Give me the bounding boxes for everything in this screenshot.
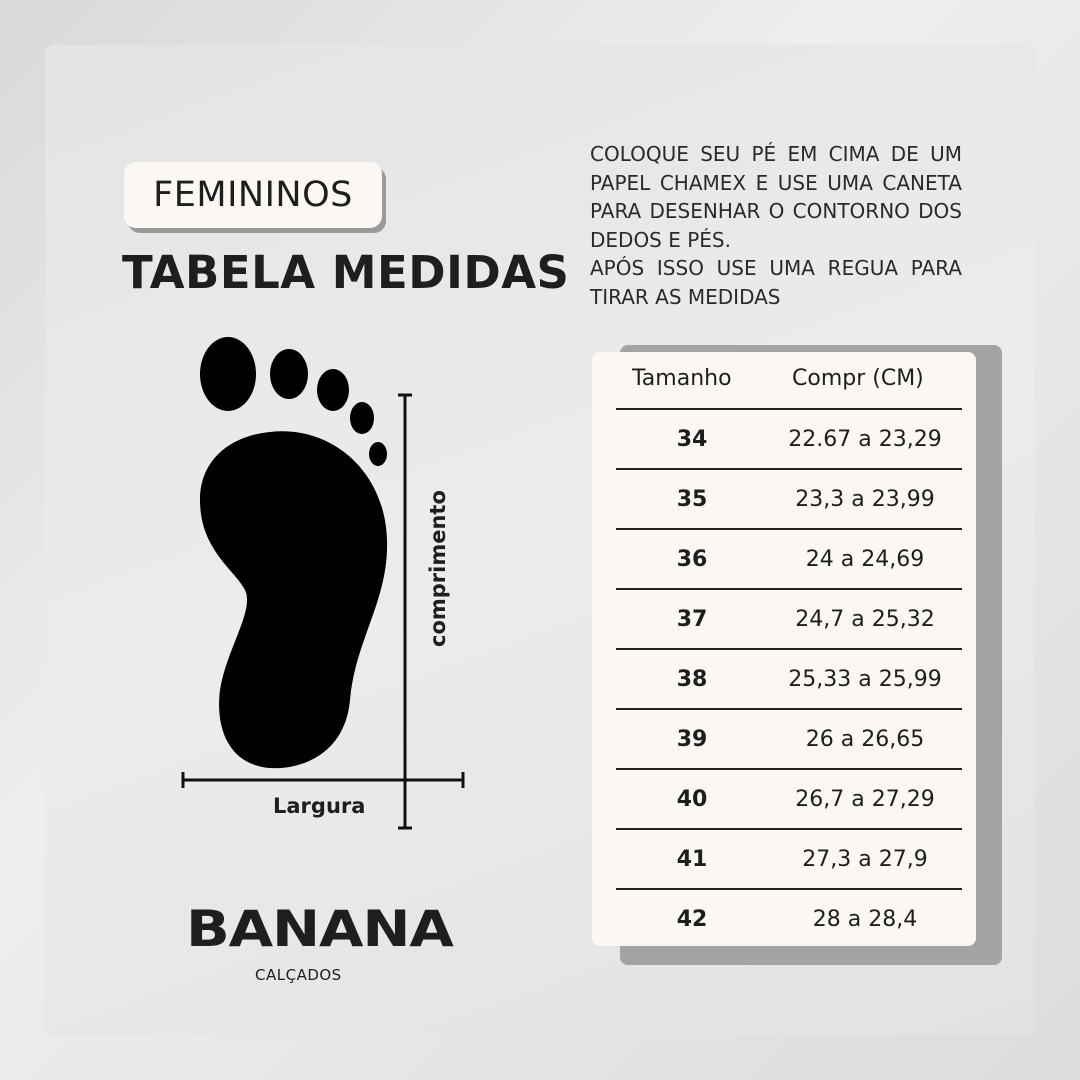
size-cell: 38 — [676, 666, 708, 692]
table-row: 34 22.67 a 23,29 — [616, 408, 962, 468]
foot-icon — [200, 337, 388, 769]
measure-lines — [181, 393, 465, 830]
instructions: COLOQUE SEU PÉ EM CIMA DE UM PAPEL CHAME… — [590, 140, 962, 312]
size-cell: 34 — [676, 426, 708, 452]
length-cell: 22.67 a 23,29 — [788, 426, 942, 452]
size-cell: 41 — [676, 846, 708, 872]
size-cell: 40 — [676, 786, 708, 812]
header-size: Tamanho — [632, 366, 732, 391]
table-row: 37 24,7 a 25,32 — [616, 588, 962, 648]
size-cell: 36 — [676, 546, 708, 572]
size-cell: 39 — [676, 726, 708, 752]
length-cell: 24 a 24,69 — [805, 546, 925, 572]
brand-logo: BANANA — [186, 900, 454, 958]
length-cell: 26,7 a 27,29 — [795, 786, 935, 812]
width-label: Largura — [273, 794, 366, 818]
table-row: 36 24 a 24,69 — [616, 528, 962, 588]
category-badge: FEMININOS — [124, 162, 382, 228]
table-row: 40 26,7 a 27,29 — [616, 768, 962, 828]
table-row: 35 23,3 a 23,99 — [616, 468, 962, 528]
length-cell: 25,33 a 25,99 — [788, 666, 942, 692]
page-title: TABELA MEDIDAS — [122, 246, 570, 299]
instruction-1: COLOQUE SEU PÉ EM CIMA DE UM PAPEL CHAME… — [590, 142, 962, 252]
length-cell: 24,7 a 25,32 — [795, 606, 935, 632]
brand-subtitle: CALÇADOS — [255, 966, 342, 984]
table-row: 42 28 a 28,4 — [616, 888, 962, 948]
table-row: 39 26 a 26,65 — [616, 708, 962, 768]
size-table: Tamanho Compr (CM) 34 22.67 a 23,29 35 23,3… — [592, 352, 976, 946]
size-cell: 42 — [676, 906, 708, 932]
size-cell: 37 — [676, 606, 708, 632]
table-row: 38 25,33 a 25,99 — [616, 648, 962, 708]
size-cell: 35 — [676, 486, 708, 512]
length-cell: 28 a 28,4 — [812, 906, 918, 932]
header-length: Compr (CM) — [792, 366, 924, 391]
length-cell: 26 a 26,65 — [805, 726, 925, 752]
instruction-2: APÓS ISSO USE UMA REGUA PARA TIRAR AS ME… — [590, 256, 962, 309]
length-cell: 27,3 a 27,9 — [802, 846, 928, 872]
length-label: comprimento — [426, 490, 450, 647]
length-cell: 23,3 a 23,99 — [795, 486, 935, 512]
table-row: 41 27,3 a 27,9 — [616, 828, 962, 888]
